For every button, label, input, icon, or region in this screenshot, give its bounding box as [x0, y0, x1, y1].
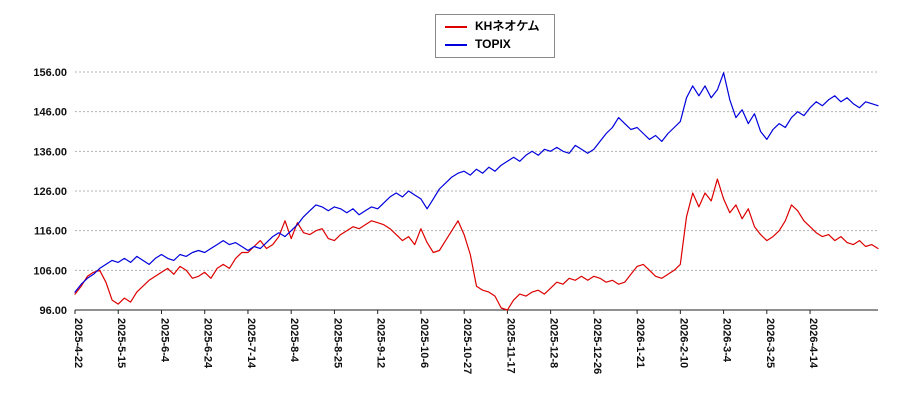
- y-axis-tick-label: 96.00: [39, 305, 67, 317]
- x-axis-tick-label: 2026-4-14: [807, 318, 819, 369]
- x-axis-tick-label: 2026-2-10: [677, 318, 689, 368]
- x-axis-tick-label: 2025-7-14: [245, 318, 257, 369]
- legend-item-topix: TOPIX: [445, 36, 540, 52]
- x-axis-tick-label: 2025-10-27: [461, 318, 473, 374]
- y-axis-tick-label: 116.00: [34, 226, 67, 238]
- x-axis-tick-label: 2025-8-25: [331, 318, 343, 368]
- x-axis-tick-label: 2026-1-21: [634, 318, 646, 368]
- x-axis-tick-label: 2025-11-17: [504, 318, 516, 374]
- x-axis-tick-label: 2025-6-24: [202, 318, 214, 369]
- x-axis-tick-label: 2025-4-22: [72, 318, 84, 368]
- x-axis-tick-label: 2026-3-25: [764, 318, 776, 368]
- legend-label-topix: TOPIX: [475, 36, 511, 51]
- legend-line-swatch-blue: [445, 43, 467, 46]
- series-line-khneochem: [74, 178, 879, 311]
- legend-item-khneochem: KHネオケム: [445, 19, 540, 34]
- x-axis-tick-label: 2026-3-4: [721, 318, 733, 363]
- y-axis-tick-label: 156.00: [33, 67, 67, 79]
- x-axis-tick-label: 2025-12-26: [591, 318, 603, 374]
- x-axis-tick-label: 2025-8-4: [288, 318, 300, 363]
- y-axis-tick-label: 146.00: [33, 107, 67, 119]
- chart-legend: KHネオケム TOPIX: [435, 14, 555, 58]
- series-line-topix: [74, 72, 879, 293]
- y-axis-tick-label: 126.00: [33, 186, 67, 198]
- x-axis-tick-label: 2025-12-8: [548, 318, 560, 368]
- legend-line-swatch-red: [445, 25, 467, 28]
- y-axis-tick-label: 136.00: [33, 146, 67, 158]
- x-axis-tick-label: 2025-10-6: [418, 318, 430, 368]
- legend-label-khneochem: KHネオケム: [475, 19, 540, 33]
- x-axis-tick-label: 2025-9-12: [375, 318, 387, 368]
- x-axis-tick-label: 2025-6-4: [158, 318, 170, 363]
- x-axis-tick-label: 2025-5-15: [115, 318, 127, 368]
- y-axis-tick-label: 106.00: [33, 265, 67, 277]
